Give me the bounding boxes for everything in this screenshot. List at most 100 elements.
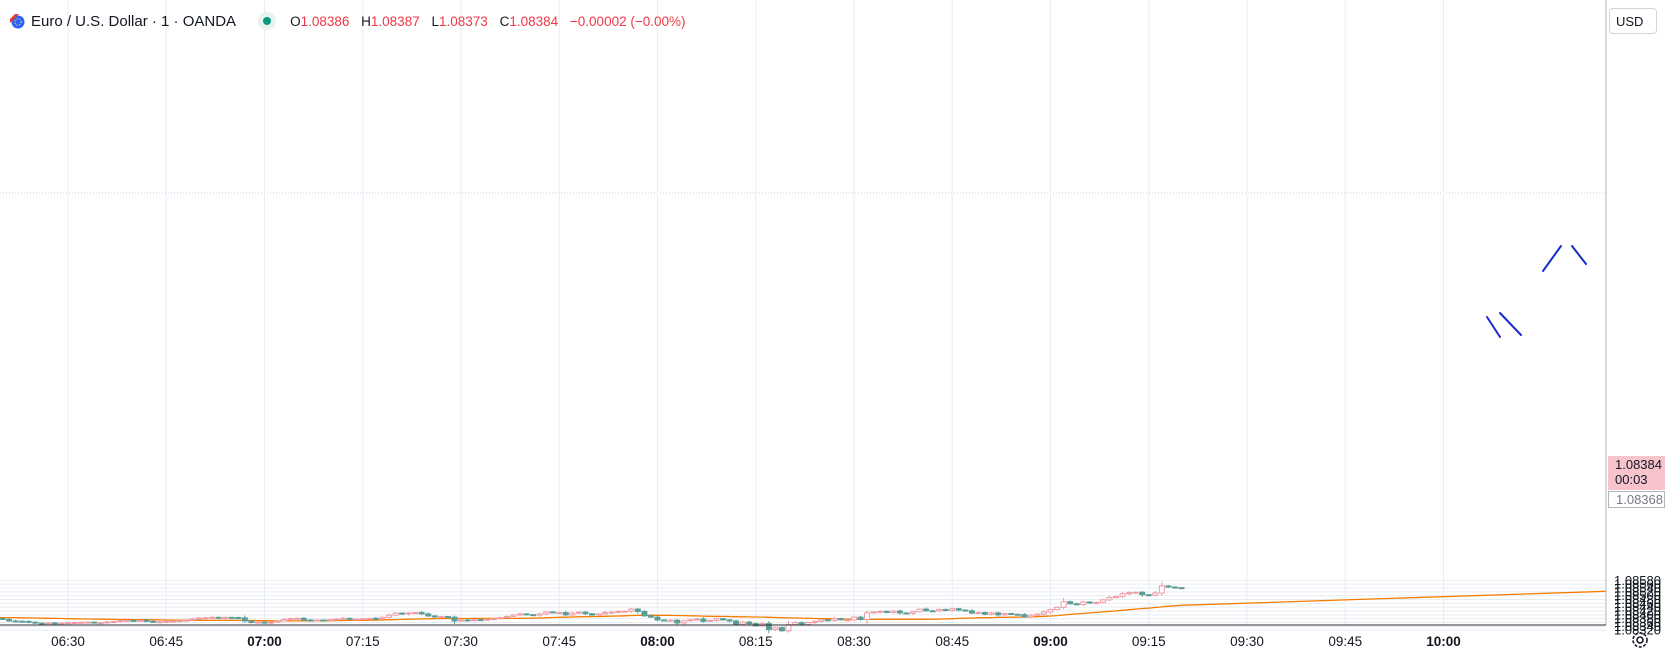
candle-up (189, 618, 196, 621)
candle-up (831, 618, 838, 622)
candle-up (615, 610, 622, 613)
candle (582, 611, 589, 616)
candle-up (1132, 591, 1139, 594)
candle (1099, 599, 1106, 604)
candle-up (1001, 612, 1008, 616)
time-tick-label: 07:30 (444, 634, 478, 649)
candle (25, 620, 32, 624)
candle-down (0, 617, 6, 620)
candle-up (602, 612, 609, 615)
candle (647, 614, 654, 619)
candle (176, 619, 183, 623)
high-value: 1.08387 (370, 13, 420, 29)
candle (32, 621, 39, 624)
candle (562, 610, 569, 617)
candle (641, 610, 648, 618)
market-open-dot-icon[interactable] (258, 12, 277, 30)
candle (287, 617, 294, 621)
candle-down (12, 620, 19, 623)
candle-down (1139, 591, 1146, 596)
symbol-legend: Euro / U.S. Dollar · 1 · OANDA O1.08386 … (10, 10, 686, 32)
candle-up (503, 615, 510, 619)
candle (1047, 608, 1054, 614)
candle-up (313, 619, 320, 622)
candle-down (661, 619, 668, 622)
time-tick-label: 07:15 (346, 634, 380, 649)
candle-down (968, 610, 975, 614)
candle (1054, 606, 1061, 611)
candle (1073, 602, 1080, 606)
candle-up (595, 613, 602, 616)
candle-up (916, 608, 923, 613)
candle (510, 613, 517, 618)
candle (333, 618, 340, 621)
candle (700, 617, 707, 623)
candle-up (936, 608, 943, 612)
candle-up (156, 621, 163, 624)
time-tick-label: 07:00 (247, 634, 282, 649)
chart-grid (0, 0, 1606, 631)
candle (1034, 613, 1041, 617)
candle (903, 612, 910, 615)
gear-icon[interactable] (1628, 628, 1652, 652)
candle (399, 612, 406, 615)
currency-button[interactable]: USD (1609, 8, 1657, 34)
candle (58, 622, 65, 625)
time-tick-label: 09:30 (1230, 634, 1264, 649)
candle-up (484, 618, 491, 621)
annotation-mark (1486, 316, 1501, 338)
price-tick-label: 1.08460 (1614, 596, 1661, 611)
time-tick-label: 09:00 (1033, 634, 1068, 649)
candle-up (65, 622, 71, 625)
candle-down (130, 619, 137, 622)
candle (477, 619, 484, 622)
candle-down (372, 617, 379, 620)
candle (857, 615, 864, 622)
candle (1086, 601, 1093, 605)
candle (222, 616, 229, 620)
candle-down (51, 622, 58, 625)
candle (12, 619, 19, 623)
candle (1001, 612, 1008, 617)
symbol-title[interactable]: Euro / U.S. Dollar · 1 · OANDA (31, 12, 237, 30)
candle-up (772, 627, 779, 631)
price-tick-label: 1.08580 (1614, 573, 1661, 588)
candle (65, 622, 71, 625)
candle-up (1126, 592, 1133, 595)
candle (385, 613, 392, 619)
candle-up (516, 613, 523, 616)
candle-up (1158, 585, 1165, 594)
candle-down (903, 612, 910, 615)
candle-up (510, 614, 517, 617)
candle (877, 610, 884, 613)
candle (340, 617, 347, 621)
candle-up (274, 620, 281, 623)
candle (471, 618, 478, 622)
candle (975, 611, 982, 615)
candle (313, 619, 320, 622)
candle-up (569, 612, 576, 616)
candle (844, 619, 851, 622)
candle-up (458, 619, 464, 622)
candle (634, 607, 641, 614)
candle-down (726, 619, 733, 622)
candle-up (490, 618, 497, 621)
candle-down (857, 616, 864, 620)
candle-down (523, 613, 530, 616)
candle-down (733, 620, 740, 625)
candle-down (1014, 613, 1021, 616)
candle (909, 610, 916, 615)
candle (104, 620, 111, 624)
candle (1113, 595, 1119, 599)
candle (484, 618, 491, 621)
low-value: 1.08373 (439, 13, 488, 29)
candle-up (805, 622, 812, 625)
candle-up (706, 619, 713, 622)
candle (851, 615, 857, 622)
candle-up (163, 620, 170, 623)
candle-up (949, 608, 956, 611)
candle-down (654, 616, 661, 621)
candle-down (778, 627, 785, 632)
candle (1067, 600, 1074, 605)
